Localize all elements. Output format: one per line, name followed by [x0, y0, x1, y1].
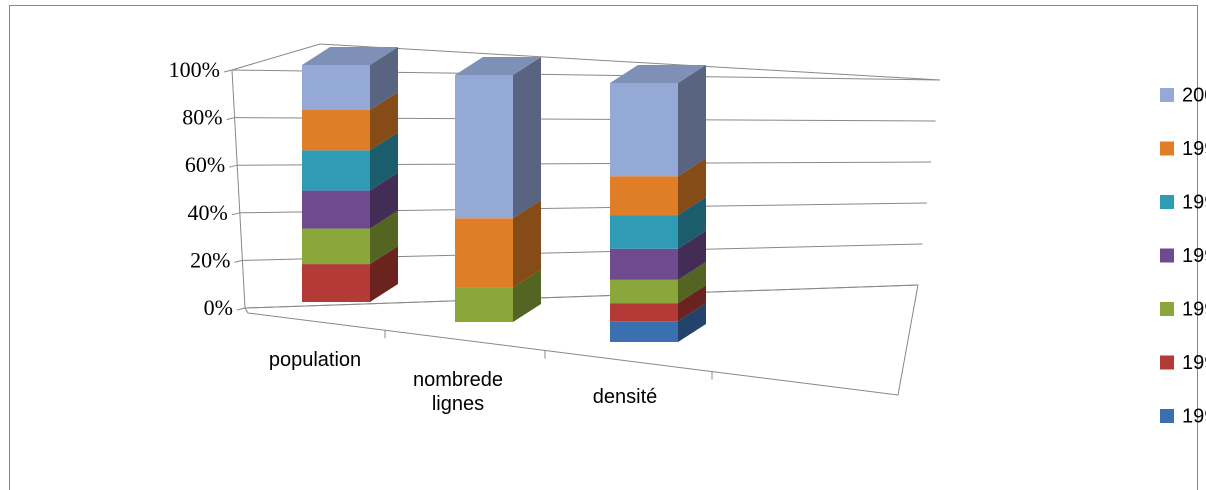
- bar-segment: [610, 215, 678, 249]
- legend-swatch: [1160, 355, 1174, 370]
- legend-label: 1995: [1182, 352, 1206, 374]
- y-tick: [236, 307, 246, 311]
- legend-swatch: [1160, 248, 1174, 263]
- y-tick-label: 100%: [169, 57, 220, 82]
- bar-segment: [302, 190, 370, 229]
- bar-segment: [610, 303, 678, 322]
- legend-swatch: [1160, 195, 1174, 209]
- bar-side: [513, 269, 541, 322]
- bar-side: [678, 261, 706, 304]
- legend-swatch: [1160, 88, 1174, 102]
- x-tick-label: densité: [592, 386, 658, 408]
- bar-top: [302, 47, 398, 65]
- bar-side: [678, 230, 706, 280]
- bar-segment: [302, 264, 370, 302]
- bar-segment: [610, 279, 678, 304]
- y-tick: [226, 117, 235, 121]
- bar-segment: [302, 110, 370, 151]
- legend-label: 1996: [1182, 298, 1206, 320]
- y-tick-label: 20%: [190, 247, 230, 272]
- y-tick: [223, 69, 233, 73]
- bar-side: [678, 285, 706, 322]
- grid-line: [244, 284, 919, 309]
- bar-segment: [455, 75, 513, 219]
- legend-label: 1994: [1182, 405, 1206, 427]
- back-wall: [231, 43, 941, 81]
- bar-side: [370, 172, 398, 229]
- y-tick-label: 40%: [187, 200, 227, 225]
- x-tick-label: nombrede lignes: [412, 369, 504, 415]
- bar-segment: [302, 65, 370, 111]
- legend-label: 1998: [1182, 191, 1206, 213]
- y-axis: [231, 69, 246, 309]
- legend-swatch: [1160, 302, 1174, 316]
- legend-label: 2000: [1182, 84, 1206, 106]
- legend-label: 1997: [1182, 245, 1206, 267]
- bar-top: [455, 57, 541, 75]
- y-tick-label: 0%: [204, 295, 233, 320]
- bar-side: [513, 57, 541, 219]
- bar-side: [678, 65, 706, 177]
- bar-side: [370, 92, 398, 151]
- y-tick: [234, 259, 243, 263]
- bar-side: [678, 197, 706, 249]
- bar-side: [370, 210, 398, 265]
- chart-border: [9, 5, 1198, 490]
- bar-segment: [610, 248, 678, 280]
- bar-segment: [610, 321, 678, 342]
- legend-label: 1999: [1182, 138, 1206, 160]
- bar-segment: [610, 83, 678, 177]
- y-tick-label: 60%: [185, 152, 225, 177]
- bar-top: [610, 65, 706, 83]
- bar-side: [370, 132, 398, 191]
- y-tick: [229, 164, 238, 168]
- legend-swatch: [1160, 409, 1174, 423]
- bar-side: [370, 47, 398, 111]
- legend-swatch: [1160, 141, 1174, 156]
- bar-segment: [302, 228, 370, 265]
- bar-side: [370, 246, 398, 302]
- y-tick: [231, 212, 240, 216]
- bar-segment: [455, 287, 513, 322]
- bar-side: [513, 200, 541, 288]
- bar-side: [678, 303, 706, 342]
- bar-side: [678, 158, 706, 216]
- x-tick-label: population: [268, 349, 362, 371]
- bar-segment: [455, 218, 513, 288]
- y-tick-label: 80%: [182, 105, 222, 130]
- bar-segment: [302, 150, 370, 191]
- bar-segment: [610, 176, 678, 216]
